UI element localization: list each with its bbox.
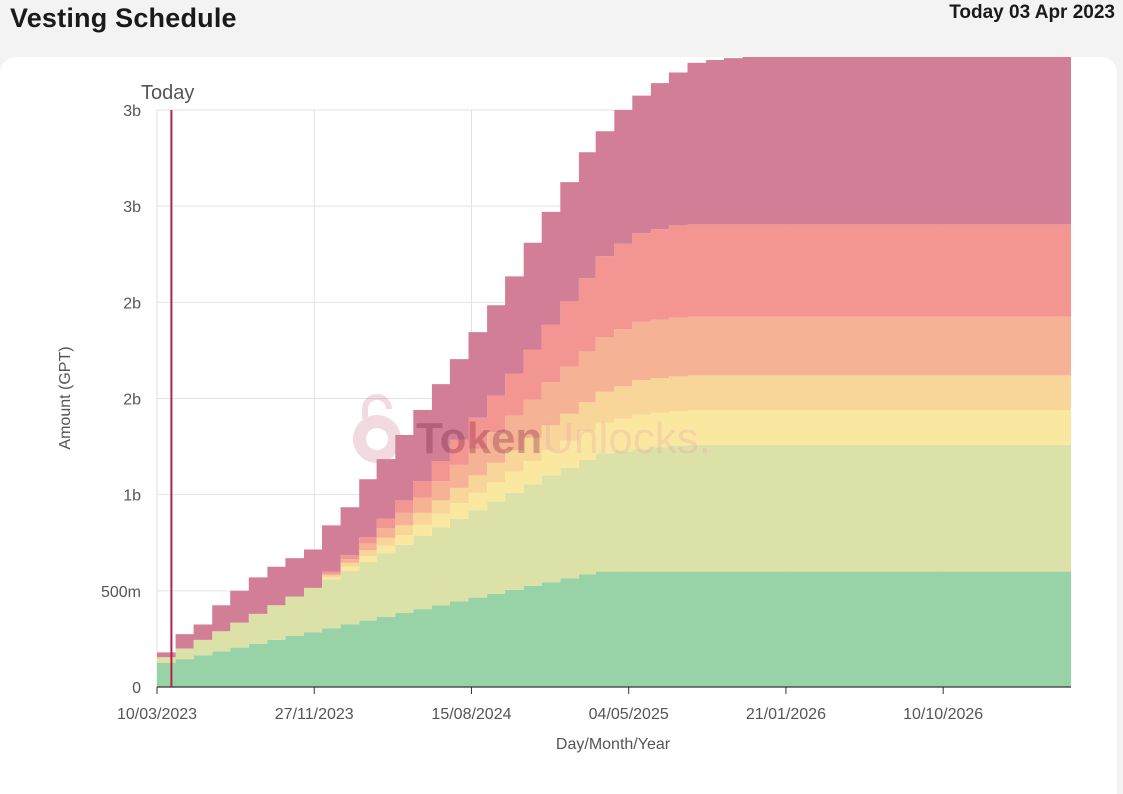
today-date-label: Today 03 Apr 2023 bbox=[949, 2, 1115, 23]
x-tick-label: 10/10/2026 bbox=[903, 706, 983, 723]
series-area-3[interactable] bbox=[157, 410, 1071, 658]
y-tick-label: 2b bbox=[123, 392, 141, 409]
series-area-6[interactable] bbox=[157, 224, 1071, 658]
series-area-5[interactable] bbox=[157, 316, 1071, 658]
x-tick-label: 21/01/2026 bbox=[746, 706, 826, 723]
stacked-areas bbox=[157, 57, 1071, 687]
page-title: Vesting Schedule bbox=[10, 3, 237, 33]
x-tick-label: 10/03/2023 bbox=[117, 706, 197, 723]
ticks: 0 500m 1b 2b 2b 3b 3b 10/03/2023 27/11/2023 15/08… bbox=[101, 103, 1071, 723]
series-area-4[interactable] bbox=[157, 375, 1071, 658]
today-marker-label: Today bbox=[141, 82, 194, 104]
watermark-token: Token bbox=[416, 414, 542, 463]
y-axis-title: Amount (GPT) bbox=[57, 346, 74, 449]
series-area-1[interactable] bbox=[157, 571, 1071, 687]
axes: Amount (GPT) Day/Month/Year bbox=[57, 346, 671, 753]
x-tick-label: 15/08/2024 bbox=[431, 706, 511, 723]
watermark-unlocks: Unlocks. bbox=[542, 414, 711, 463]
chart-card: TokenUnlocks. Amount (GPT) Day/Month/Yea… bbox=[0, 57, 1117, 794]
series-area-2[interactable] bbox=[157, 444, 1071, 663]
x-axis-title: Day/Month/Year bbox=[556, 736, 671, 753]
y-tick-label: 1b bbox=[123, 488, 141, 505]
y-tick-label: 3b bbox=[123, 103, 141, 120]
y-tick-label: 2b bbox=[123, 295, 141, 312]
y-tick-label: 500m bbox=[101, 584, 141, 601]
lock-icon bbox=[353, 394, 401, 463]
x-tick-label: 27/11/2023 bbox=[275, 706, 354, 723]
vesting-chart: TokenUnlocks. Amount (GPT) Day/Month/Yea… bbox=[57, 57, 1071, 753]
watermark: TokenUnlocks. bbox=[353, 394, 711, 463]
series-area-7[interactable] bbox=[157, 57, 1071, 658]
x-tick-label: 04/05/2025 bbox=[589, 706, 669, 723]
y-tick-label: 0 bbox=[132, 680, 141, 697]
svg-text:TokenUnlocks.: TokenUnlocks. bbox=[416, 414, 711, 463]
today-marker: Today bbox=[141, 82, 194, 687]
y-tick-label: 3b bbox=[123, 199, 141, 216]
